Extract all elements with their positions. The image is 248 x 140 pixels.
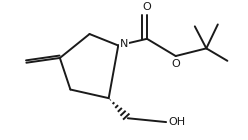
Text: N: N bbox=[120, 39, 128, 49]
Text: OH: OH bbox=[168, 117, 185, 127]
Text: O: O bbox=[171, 59, 180, 69]
Text: O: O bbox=[143, 2, 151, 12]
